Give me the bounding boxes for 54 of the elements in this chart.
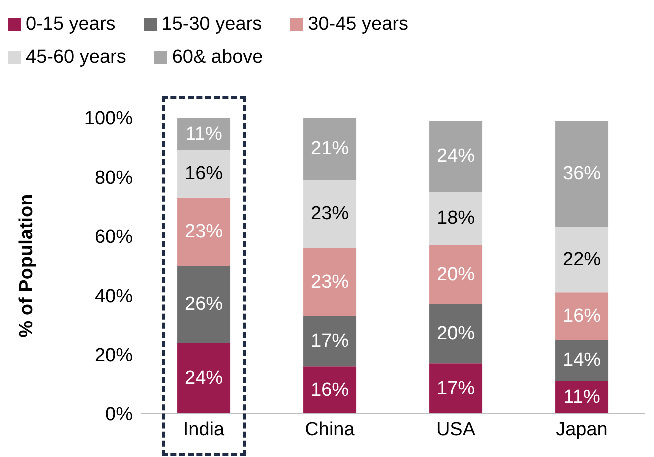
bar: [304, 316, 357, 367]
data-label: 18%: [437, 208, 476, 230]
bar: [430, 120, 483, 192]
data-label: 20%: [437, 264, 476, 286]
data-label: 24%: [437, 146, 476, 167]
legend-label: 15-30 years: [162, 14, 262, 36]
x-tick-label: China: [305, 419, 356, 440]
x-tick-label: Japan: [556, 419, 608, 440]
bar: [178, 198, 231, 266]
data-label: 16%: [311, 380, 350, 401]
legend-label: 0-15 years: [26, 14, 116, 36]
bar: [430, 192, 483, 246]
y-tick-label: 80%: [94, 168, 134, 189]
data-label: 11%: [186, 124, 222, 145]
bar: [556, 120, 609, 228]
bar: [430, 304, 483, 364]
legend-label: 45-60 years: [26, 46, 126, 68]
bar: [556, 292, 609, 340]
y-tick-label: 20%: [94, 346, 134, 367]
bar: [304, 180, 357, 248]
bar: [178, 342, 231, 414]
data-label: 24%: [185, 368, 224, 389]
bar: [556, 340, 609, 382]
y-axis-title: % of Population: [16, 194, 38, 338]
bar: [304, 366, 357, 414]
data-label: 17%: [437, 378, 476, 400]
y-tick-label: 60%: [94, 227, 134, 248]
y-tick-label: 0%: [106, 404, 134, 426]
bar: [556, 228, 609, 293]
x-tick-label: USA: [436, 419, 476, 440]
data-label: 23%: [311, 272, 350, 293]
data-label: 16%: [185, 164, 224, 185]
data-label: 20%: [437, 324, 476, 345]
data-label: 11%: [564, 387, 600, 408]
bar: [430, 245, 483, 304]
data-label: 16%: [563, 306, 602, 327]
legend-label: 60& above: [172, 46, 264, 68]
data-label: 23%: [185, 221, 224, 242]
data-label: 17%: [311, 330, 350, 352]
bar: [304, 118, 357, 180]
bar: [304, 248, 357, 316]
data-label: 14%: [563, 350, 602, 372]
x-tick-label: India: [183, 419, 226, 440]
data-label: 26%: [185, 294, 224, 315]
bar: [178, 266, 231, 343]
legend-label: 30-45 years: [308, 14, 408, 36]
data-label: 23%: [311, 204, 350, 225]
bar: [430, 364, 483, 414]
y-tick-label: 40%: [94, 286, 134, 308]
data-label: 22%: [563, 250, 602, 271]
data-label: 36%: [563, 164, 602, 185]
bar: [178, 150, 231, 198]
data-label: 21%: [311, 138, 350, 160]
y-tick-label: 100%: [84, 108, 134, 130]
